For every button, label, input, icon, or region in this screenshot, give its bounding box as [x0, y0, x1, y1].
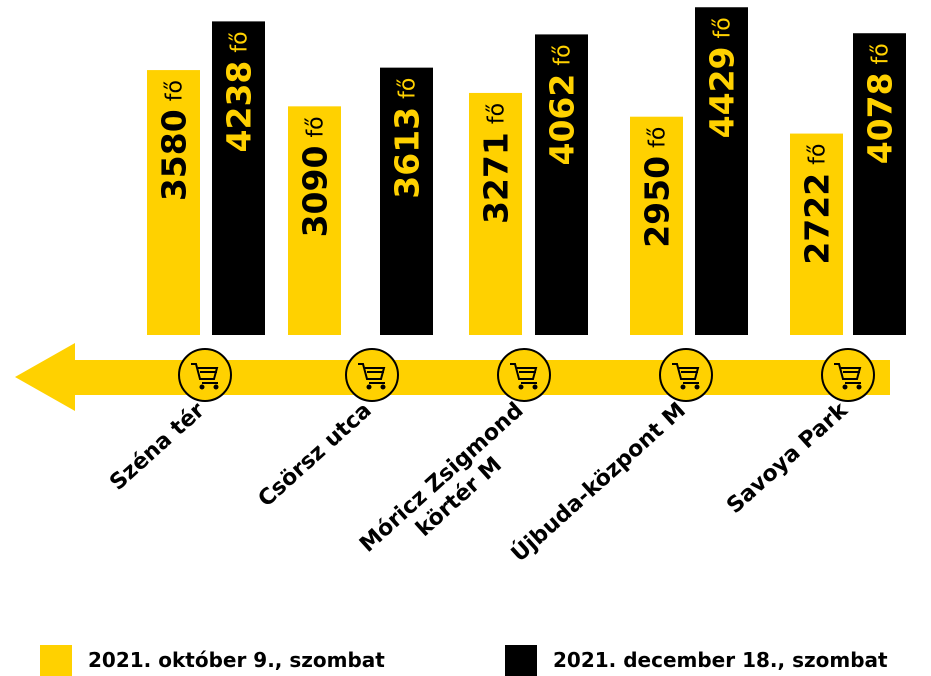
value-number: 3580 [154, 109, 193, 201]
cart-icon-bg [821, 348, 875, 402]
cart-wheel [518, 384, 524, 390]
value-label: 3580 fő [154, 80, 193, 201]
value-unit: fő [869, 43, 894, 64]
value-unit: fő [304, 116, 329, 137]
value-unit: fő [551, 44, 576, 65]
cart-icon [672, 363, 700, 384]
cart-wheel [842, 384, 848, 390]
value-number: 2950 [637, 156, 676, 248]
cart-icon-bg [659, 348, 713, 402]
value-number: 3271 [476, 132, 515, 224]
value-unit: fő [646, 127, 671, 148]
value-number: 4078 [860, 72, 899, 164]
value-label: 3090 fő [295, 116, 334, 237]
value-unit: fő [163, 80, 188, 101]
cart-wheel [694, 384, 700, 390]
bar [469, 92, 522, 335]
legend-swatch [40, 645, 72, 676]
bar [853, 33, 906, 336]
legend-label: 2021. december 18., szombat [553, 648, 888, 672]
value-label: 3613 fő [387, 78, 426, 199]
cart-wheel [532, 384, 538, 390]
value-number: 4062 [542, 74, 581, 166]
value-unit: fő [485, 103, 510, 124]
value-number: 2722 [797, 173, 836, 265]
cart-wheel [366, 384, 372, 390]
value-label: 4062 fő [542, 44, 581, 165]
bar [147, 70, 200, 335]
timeline-arrow [15, 343, 890, 411]
cart-icon [510, 363, 538, 384]
value-unit: fő [228, 31, 253, 52]
cart-wheel [856, 384, 862, 390]
cart-icon-bg [178, 348, 232, 402]
cart-wheel [213, 384, 219, 390]
value-label: 4078 fő [860, 43, 899, 164]
legend-label: 2021. október 9., szombat [88, 648, 385, 672]
bar [790, 133, 843, 335]
legend-swatch [505, 645, 537, 676]
cart-icon [358, 363, 386, 384]
bar [535, 34, 588, 336]
value-unit: fő [396, 78, 421, 99]
bar [288, 106, 341, 335]
value-unit: fő [711, 17, 736, 38]
value-number: 3613 [387, 107, 426, 199]
value-label: 2950 fő [637, 127, 676, 248]
value-number: 4238 [219, 61, 258, 153]
cart-icon [834, 363, 862, 384]
value-label: 2722 fő [797, 144, 836, 265]
value-number: 4429 [702, 46, 741, 138]
value-label: 3271 fő [476, 103, 515, 224]
value-label: 4238 fő [219, 31, 258, 152]
bar [380, 67, 433, 335]
value-label: 4429 fő [702, 17, 741, 138]
bar [630, 116, 683, 335]
value-unit: fő [806, 144, 831, 165]
cart-wheel [380, 384, 386, 390]
cart-icon-bg [345, 348, 399, 402]
cart-wheel [199, 384, 205, 390]
cart-icon [191, 363, 219, 384]
bar [212, 21, 265, 335]
value-number: 3090 [295, 146, 334, 238]
bar [695, 7, 748, 336]
cart-icon-bg [497, 348, 551, 402]
cart-wheel [680, 384, 686, 390]
